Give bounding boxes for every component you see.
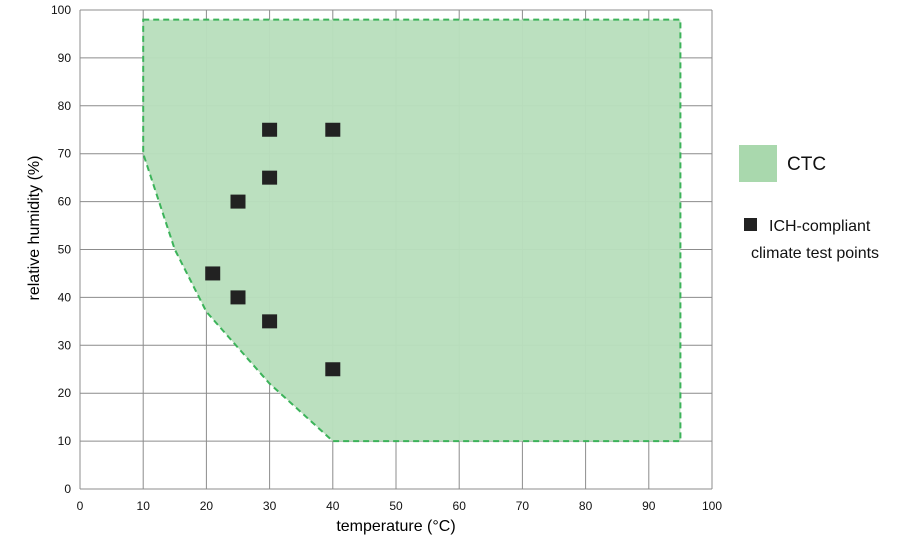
x-tick-label: 80 [579,499,593,513]
test-point-marker [205,266,221,281]
test-point-marker [230,290,246,305]
x-tick-label: 70 [516,499,530,513]
x-tick-label: 50 [389,499,403,513]
x-tick-label: 30 [263,499,277,513]
ctc-region [142,18,682,443]
y-tick-label: 80 [58,99,72,113]
x-tick-label: 60 [453,499,467,513]
y-tick-label: 30 [58,338,72,352]
ctc-region-layer [142,18,682,443]
legend-ctc-swatch [739,145,777,182]
x-axis-title: temperature (°C) [336,518,455,535]
legend-test-points-label: ICH-compliant [769,218,871,235]
test-point-marker [230,194,246,209]
y-tick-label: 20 [58,386,72,400]
x-tick-label: 0 [77,499,84,513]
legend-test-points-label-line2: climate test points [751,245,879,262]
y-tick-label: 60 [58,195,72,209]
legend: CTC ICH-compliant climate test points [739,145,879,262]
x-tick-label: 10 [137,499,151,513]
y-tick-label: 50 [58,243,72,257]
x-tick-label: 100 [702,499,722,513]
legend-ctc-label: CTC [787,154,826,175]
test-point-marker [325,362,341,377]
tick-labels: 0 10 20 30 40 50 60 70 80 90 100 0 10 20 30 40 50 60 70 80 9… [51,3,722,513]
data-points-layer [205,122,341,377]
x-tick-label: 90 [642,499,656,513]
y-axis-title: relative humidity (%) [26,156,43,301]
y-tick-label: 70 [58,147,72,161]
test-point-marker [262,314,278,329]
test-point-marker [262,170,278,185]
y-tick-label: 40 [58,290,72,304]
y-tick-label: 10 [58,434,72,448]
x-tick-label: 40 [326,499,340,513]
test-point-marker [325,122,341,137]
y-tick-label: 0 [64,482,71,496]
legend-test-points-marker [744,218,757,231]
y-tick-label: 100 [51,3,71,17]
test-point-marker [262,122,278,137]
y-tick-label: 90 [58,51,72,65]
x-tick-label: 20 [200,499,214,513]
